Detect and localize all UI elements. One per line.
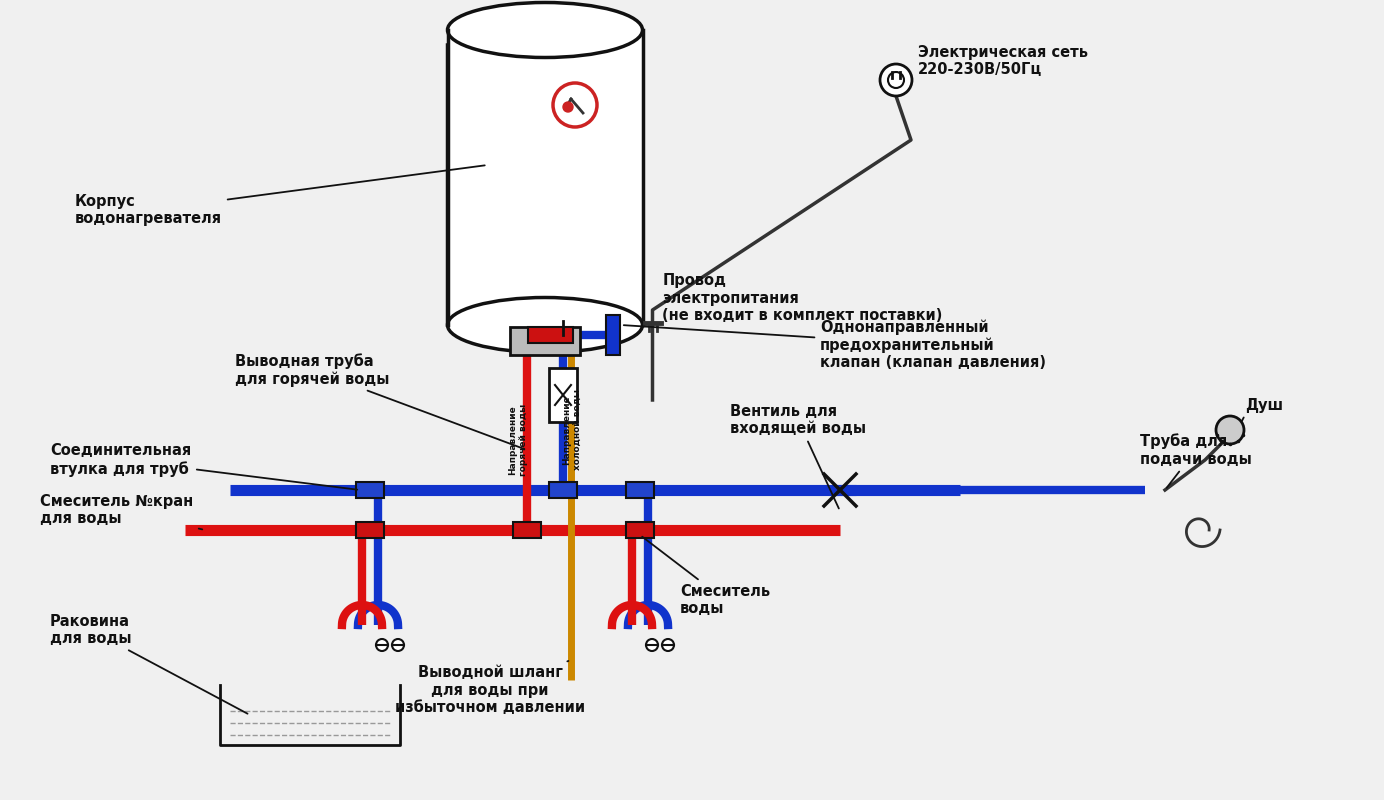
- FancyBboxPatch shape: [356, 522, 383, 538]
- Ellipse shape: [447, 298, 642, 353]
- Text: Выводная труба
для горячей воды: Выводная труба для горячей воды: [235, 353, 525, 449]
- FancyBboxPatch shape: [606, 315, 620, 355]
- Circle shape: [554, 83, 597, 127]
- Circle shape: [376, 639, 388, 651]
- Circle shape: [880, 64, 912, 96]
- Text: Электрическая сеть
220-230В/50Гц: Электрическая сеть 220-230В/50Гц: [918, 45, 1088, 77]
- Text: Труба для
подачи воды: Труба для подачи воды: [1140, 434, 1251, 488]
- Text: Выводной шланг
для воды при
избыточном давлении: Выводной шланг для воды при избыточном д…: [394, 661, 585, 715]
- FancyBboxPatch shape: [447, 45, 642, 325]
- Text: Направление
холодной воды: Направление холодной воды: [562, 390, 581, 470]
- Circle shape: [646, 639, 657, 651]
- Text: Вентиль для
входящей воды: Вентиль для входящей воды: [729, 404, 866, 509]
- Text: Направление
горячей воды: Направление горячей воды: [508, 404, 527, 476]
- FancyBboxPatch shape: [509, 327, 580, 355]
- Circle shape: [889, 72, 904, 88]
- Text: Смеситель
воды: Смеситель воды: [642, 537, 770, 616]
- Circle shape: [392, 639, 404, 651]
- Text: Смеситель №кран
для воды: Смеситель №кран для воды: [40, 494, 202, 530]
- FancyBboxPatch shape: [549, 368, 577, 422]
- Circle shape: [1217, 416, 1244, 444]
- FancyBboxPatch shape: [529, 327, 573, 343]
- Text: Раковина
для воды: Раковина для воды: [50, 614, 248, 714]
- Ellipse shape: [447, 2, 642, 58]
- Circle shape: [662, 639, 674, 651]
- Text: Душ: Душ: [1246, 398, 1283, 413]
- FancyBboxPatch shape: [356, 482, 383, 498]
- Text: Соединительная
втулка для труб: Соединительная втулка для труб: [50, 443, 357, 490]
- FancyBboxPatch shape: [513, 522, 541, 538]
- FancyBboxPatch shape: [626, 482, 655, 498]
- FancyBboxPatch shape: [549, 482, 577, 498]
- Text: Корпус
водонагревателя: Корпус водонагревателя: [75, 166, 484, 226]
- FancyBboxPatch shape: [626, 522, 655, 538]
- Text: Однонаправленный
предохранительный
клапан (клапан давления): Однонаправленный предохранительный клапа…: [624, 319, 1046, 370]
- Circle shape: [563, 102, 573, 112]
- Text: Провод
электропитания
(не входит в комплект поставки): Провод электропитания (не входит в компл…: [663, 274, 943, 323]
